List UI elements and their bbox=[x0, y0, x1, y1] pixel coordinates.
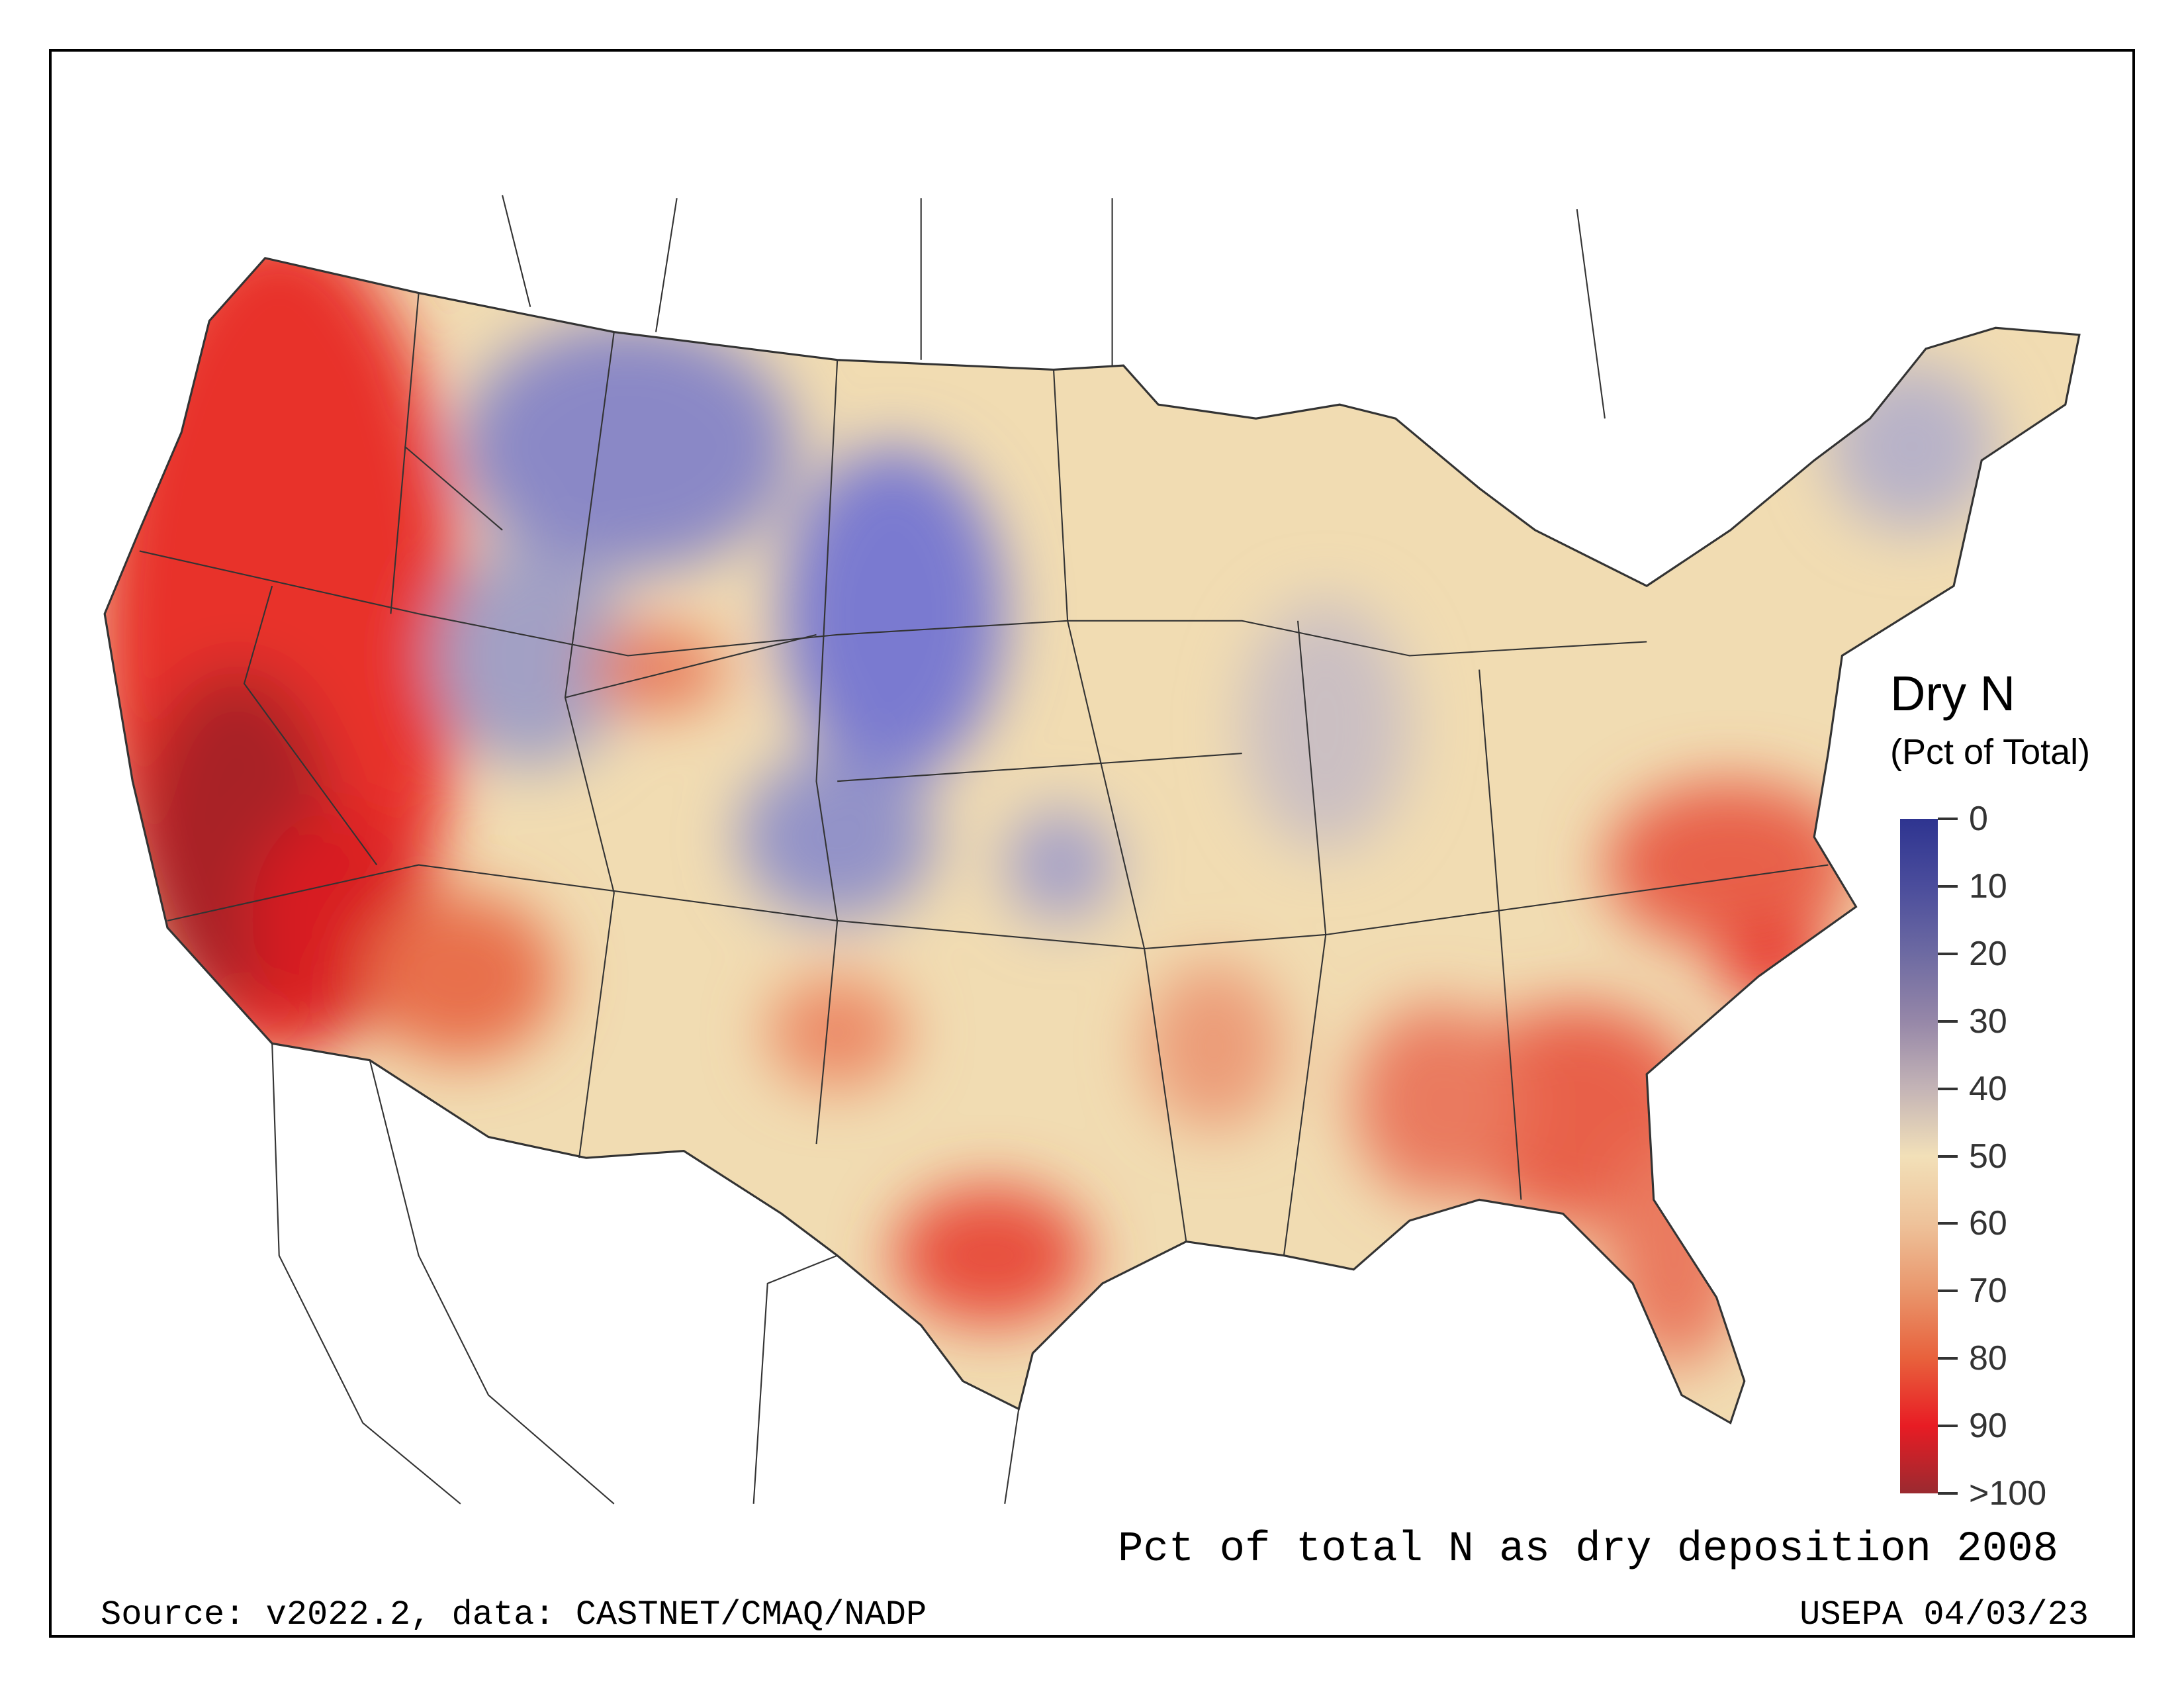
legend-tick-label: 90 bbox=[1969, 1407, 2007, 1446]
legend-tick-label: 70 bbox=[1969, 1272, 2007, 1311]
legend-tick-label: 0 bbox=[1969, 800, 1988, 838]
state-borders bbox=[139, 293, 1829, 1256]
legend-tick bbox=[1938, 1492, 1958, 1495]
legend-title: Dry N bbox=[1890, 666, 2016, 721]
legend-tick-label: 10 bbox=[1969, 867, 2007, 906]
legend-tick-label: 50 bbox=[1969, 1137, 2007, 1176]
legend-tick-label: >100 bbox=[1969, 1474, 2047, 1513]
legend-tick bbox=[1938, 1222, 1958, 1225]
figure-frame bbox=[49, 49, 2135, 1638]
legend-tick-label: 80 bbox=[1969, 1339, 2007, 1378]
legend-tick bbox=[1938, 1425, 1958, 1428]
legend-tick bbox=[1938, 884, 1958, 888]
map-caption: Pct of total N as dry deposition 2008 bbox=[1117, 1526, 2058, 1573]
legend-tick-label: 30 bbox=[1969, 1002, 2007, 1041]
canada-mexico-borders bbox=[271, 195, 1606, 1505]
legend-tick bbox=[1938, 1154, 1958, 1158]
legend-tick-label: 60 bbox=[1969, 1204, 2007, 1243]
legend-tick-label: 40 bbox=[1969, 1069, 2007, 1108]
source-note: Source: v2022.2, data: CASTNET/CMAQ/NADP bbox=[101, 1595, 927, 1634]
agency-date: USEPA 04/03/23 bbox=[1799, 1595, 2089, 1634]
legend-subtitle: (Pct of Total) bbox=[1890, 732, 2091, 772]
legend-tick bbox=[1938, 1357, 1958, 1360]
legend-tick bbox=[1938, 818, 1958, 820]
legend-tick bbox=[1938, 1087, 1958, 1090]
legend-tick bbox=[1938, 952, 1958, 955]
color-scale-bar bbox=[1900, 819, 1938, 1493]
legend-tick-label: 20 bbox=[1969, 934, 2007, 973]
legend-tick bbox=[1938, 1289, 1958, 1293]
legend-tick bbox=[1938, 1019, 1958, 1023]
